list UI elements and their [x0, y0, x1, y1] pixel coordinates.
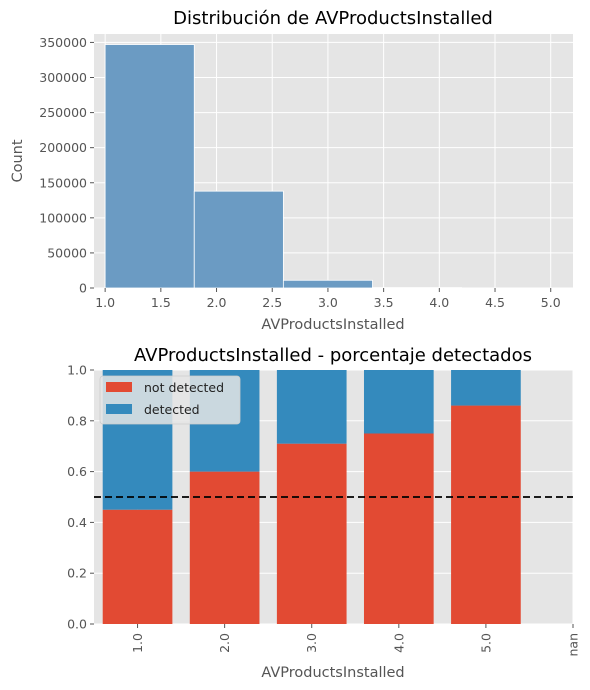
- y-tick-label: 0.0: [67, 617, 87, 632]
- histogram-chart: Distribución de AVProductsInstalled 1.0 1…: [10, 8, 573, 333]
- chart-title: Distribución de AVProductsInstalled: [173, 8, 493, 29]
- x-tick-labels: 1.0 1.5 2.0 2.5 3.0 3.5 4.0 4.5 5.0: [95, 288, 561, 310]
- x-tick-label: 3.5: [374, 295, 394, 310]
- x-tick-label: 4.5: [485, 295, 505, 310]
- y-tick-label: 350000: [39, 35, 87, 50]
- y-tick-label: 200000: [39, 140, 87, 155]
- x-tick-label: nan: [566, 633, 581, 657]
- x-tick-labels: 1.0 2.0 3.0 4.0 5.0 nan: [130, 624, 581, 657]
- y-tick-labels: 0 50000 100000 150000 200000 250000 300000 3500…: [39, 35, 94, 296]
- y-tick-label: 150000: [39, 175, 87, 190]
- legend-swatch-not-detected: [106, 382, 132, 392]
- legend-label-not-detected: not detected: [144, 380, 224, 395]
- y-tick-label: 1.0: [67, 363, 87, 378]
- bar-segment-not-detected: [363, 433, 434, 624]
- bar-segment-not-detected: [102, 509, 173, 624]
- bar-segment-detected: [451, 370, 521, 406]
- bars: [104, 44, 552, 289]
- x-tick-label: 5.0: [541, 295, 561, 310]
- chart-title: AVProductsInstalled - porcentaje detecta…: [134, 345, 532, 366]
- x-tick-label: 4.0: [429, 295, 449, 310]
- histogram-bar: [193, 190, 284, 289]
- bar-segment-detected: [276, 370, 347, 444]
- y-tick-label: 100000: [39, 210, 87, 225]
- legend-box: [99, 375, 241, 425]
- y-tick-label: 0.4: [67, 515, 87, 530]
- x-tick-label: 1.0: [130, 633, 145, 653]
- x-tick-label: 5.0: [478, 633, 493, 653]
- bar-segment-not-detected: [189, 471, 260, 624]
- legend-label-detected: detected: [144, 402, 200, 417]
- legend: not detected detected: [99, 375, 241, 425]
- x-axis-label: AVProductsInstalled: [261, 317, 404, 333]
- x-tick-label: 3.0: [304, 633, 319, 653]
- y-axis-label: Count: [10, 139, 26, 182]
- x-tick-label: 1.0: [95, 295, 115, 310]
- y-tick-label: 0.2: [67, 566, 87, 581]
- x-tick-label: 4.0: [391, 633, 406, 653]
- bar-segment-detected: [363, 370, 434, 434]
- histogram-bar: [282, 279, 373, 289]
- y-tick-label: 250000: [39, 105, 87, 120]
- x-tick-label: 2.5: [262, 295, 282, 310]
- y-tick-labels: 0.0 0.2 0.4 0.6 0.8 1.0: [67, 363, 94, 632]
- y-tick-label: 0: [79, 281, 87, 296]
- x-tick-label: 3.0: [318, 295, 338, 310]
- x-tick-label: 1.5: [151, 295, 171, 310]
- y-tick-label: 0.6: [67, 464, 87, 479]
- x-axis-label: AVProductsInstalled: [261, 665, 404, 681]
- y-tick-label: 50000: [47, 245, 87, 260]
- stacked-bar-chart: AVProductsInstalled - porcentaje detecta…: [67, 345, 580, 681]
- y-tick-label: 0.8: [67, 413, 87, 428]
- x-tick-label: 2.0: [217, 633, 232, 653]
- bar-segment-not-detected: [451, 405, 521, 624]
- x-tick-label: 2.0: [207, 295, 227, 310]
- bars: [102, 370, 521, 624]
- bar-segment-not-detected: [276, 443, 347, 624]
- y-tick-label: 300000: [39, 70, 87, 85]
- histogram-bar: [104, 44, 195, 289]
- legend-swatch-detected: [106, 404, 132, 414]
